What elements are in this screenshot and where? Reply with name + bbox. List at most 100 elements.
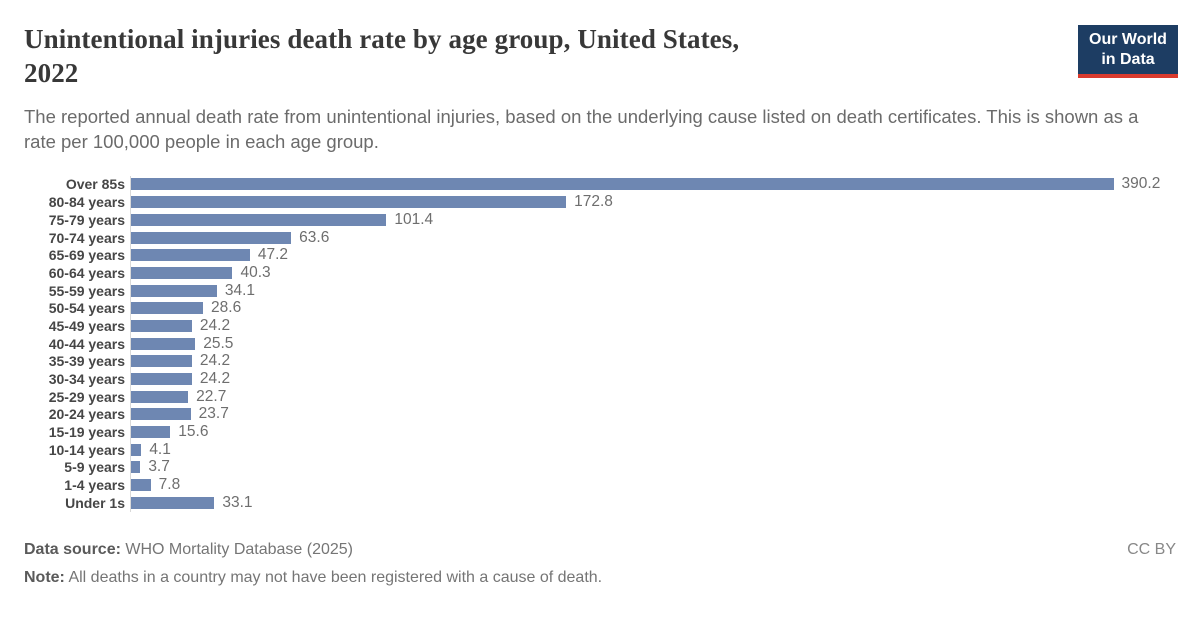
bar-row: 10-14 years 4.1 xyxy=(24,441,1176,459)
category-label: 55-59 years xyxy=(48,282,125,299)
bar-track: 172.8 xyxy=(130,193,1176,211)
value-label: 47.2 xyxy=(257,246,289,264)
bar[interactable] xyxy=(131,302,204,315)
bar-track: 47.2 xyxy=(130,246,1176,265)
bar[interactable] xyxy=(131,196,567,209)
bar-track: 101.4 xyxy=(130,211,1176,229)
value-label: 25.5 xyxy=(203,334,234,352)
owid-logo[interactable]: Our World in Data xyxy=(1078,25,1178,78)
bar-chart: Over 85s 390.2 80-84 years 172.8 75-79 years… xyxy=(24,175,1176,512)
bar[interactable] xyxy=(131,390,189,403)
note-label: Note: xyxy=(24,568,65,586)
value-label: 40.3 xyxy=(240,263,271,281)
bar[interactable] xyxy=(131,178,1114,191)
bar-row: 70-74 years 63.6 xyxy=(24,229,1176,247)
bar[interactable] xyxy=(131,461,141,474)
value-label: 24.2 xyxy=(199,316,231,334)
title-line-2: 2022 xyxy=(24,58,79,89)
bar[interactable] xyxy=(131,337,196,350)
category-label: 35-39 years xyxy=(48,353,125,370)
bar-track: 390.2 xyxy=(130,175,1176,194)
category-label: 45-49 years xyxy=(48,317,125,334)
bar[interactable] xyxy=(131,249,250,262)
chart-subtitle: The reported annual death rate from unin… xyxy=(24,105,1139,153)
data-source-line: Data source: WHO Mortality Database (202… xyxy=(24,541,353,559)
bar[interactable] xyxy=(131,496,215,509)
value-label: 22.7 xyxy=(196,387,227,405)
category-label: Under 1s xyxy=(65,494,125,511)
category-label: 30-34 years xyxy=(48,371,125,387)
bar-track: 25.5 xyxy=(130,335,1176,353)
bar-row: 45-49 years 24.2 xyxy=(24,317,1176,335)
value-label: 33.1 xyxy=(222,493,253,511)
category-label: 1-4 years xyxy=(64,477,125,494)
bar-row: 20-24 years 23.7 xyxy=(24,405,1176,424)
logo-text-line-1: Our World xyxy=(1089,30,1167,48)
bar-row: 75-79 years 101.4 xyxy=(24,211,1176,229)
bar-track: 33.1 xyxy=(130,494,1176,512)
data-source-value: WHO Mortality Database (2025) xyxy=(120,540,353,558)
bar-track: 28.6 xyxy=(130,299,1176,318)
bar-row: 55-59 years 34.1 xyxy=(24,282,1176,300)
license-link[interactable]: CC BY xyxy=(1127,540,1176,558)
value-label: 15.6 xyxy=(178,423,209,441)
value-label: 4.1 xyxy=(149,440,171,458)
bar[interactable] xyxy=(131,426,171,439)
category-label: 50-54 years xyxy=(48,300,125,317)
footer-source-row: Data source: WHO Mortality Database (202… xyxy=(24,541,1176,559)
category-label: 80-84 years xyxy=(48,194,125,211)
bar-track: 22.7 xyxy=(130,388,1176,406)
value-label: 3.7 xyxy=(148,458,170,476)
bar-row: 30-34 years 24.2 xyxy=(24,370,1176,388)
bar-track: 24.2 xyxy=(130,352,1176,371)
category-label: 5-9 years xyxy=(64,459,125,476)
value-label: 172.8 xyxy=(574,193,613,211)
bar[interactable] xyxy=(131,355,192,368)
category-label: 15-19 years xyxy=(48,424,125,441)
bar-track: 63.6 xyxy=(130,229,1176,247)
note-value: All deaths in a country may not have bee… xyxy=(64,568,603,586)
bar[interactable] xyxy=(131,231,292,244)
category-label: Over 85s xyxy=(65,176,125,193)
bar[interactable] xyxy=(131,319,192,332)
title-line-1: Unintentional injuries death rate by age… xyxy=(24,24,740,54)
bar[interactable] xyxy=(131,213,387,226)
bar-track: 23.7 xyxy=(130,405,1176,424)
bar[interactable] xyxy=(131,284,217,297)
data-source-label: Data source: xyxy=(24,540,121,558)
bar-row: 5-9 years 3.7 xyxy=(24,458,1176,477)
bar-row: 1-4 years 7.8 xyxy=(24,476,1176,494)
value-label: 24.2 xyxy=(199,352,231,370)
bar-row: 80-84 years 172.8 xyxy=(24,193,1176,211)
bar-track: 15.6 xyxy=(130,423,1176,441)
chart-header: Unintentional injuries death rate by age… xyxy=(24,0,1178,155)
value-label: 63.6 xyxy=(299,228,330,246)
chart-title: Unintentional injuries death rate by age… xyxy=(24,22,1054,91)
category-label: 75-79 years xyxy=(48,211,125,228)
bar[interactable] xyxy=(131,408,191,421)
bar-row: 25-29 years 22.7 xyxy=(24,388,1176,406)
bar-row: 60-64 years 40.3 xyxy=(24,264,1176,282)
category-label: 20-24 years xyxy=(48,406,125,423)
value-label: 23.7 xyxy=(198,405,229,423)
category-label: 70-74 years xyxy=(48,229,125,246)
bar[interactable] xyxy=(131,443,142,456)
bar-track: 40.3 xyxy=(130,264,1176,282)
bar-track: 24.2 xyxy=(130,317,1176,335)
bar-track: 7.8 xyxy=(130,476,1176,494)
note-line: Note: All deaths in a country may not ha… xyxy=(24,569,1176,587)
bar-row: 35-39 years 24.2 xyxy=(24,352,1176,371)
value-label: 101.4 xyxy=(394,210,434,228)
value-label: 7.8 xyxy=(158,476,181,494)
bar[interactable] xyxy=(131,479,151,492)
category-label: 65-69 years xyxy=(48,247,125,264)
bar-row: 40-44 years 25.5 xyxy=(24,335,1176,353)
bar-row: 50-54 years 28.6 xyxy=(24,299,1176,318)
bar[interactable] xyxy=(131,266,233,279)
value-label: 390.2 xyxy=(1121,175,1161,193)
bar-track: 3.7 xyxy=(130,458,1176,477)
bar-row: Over 85s 390.2 xyxy=(24,175,1176,194)
logo-text-line-2: in Data xyxy=(1101,50,1155,68)
bar[interactable] xyxy=(131,373,192,385)
